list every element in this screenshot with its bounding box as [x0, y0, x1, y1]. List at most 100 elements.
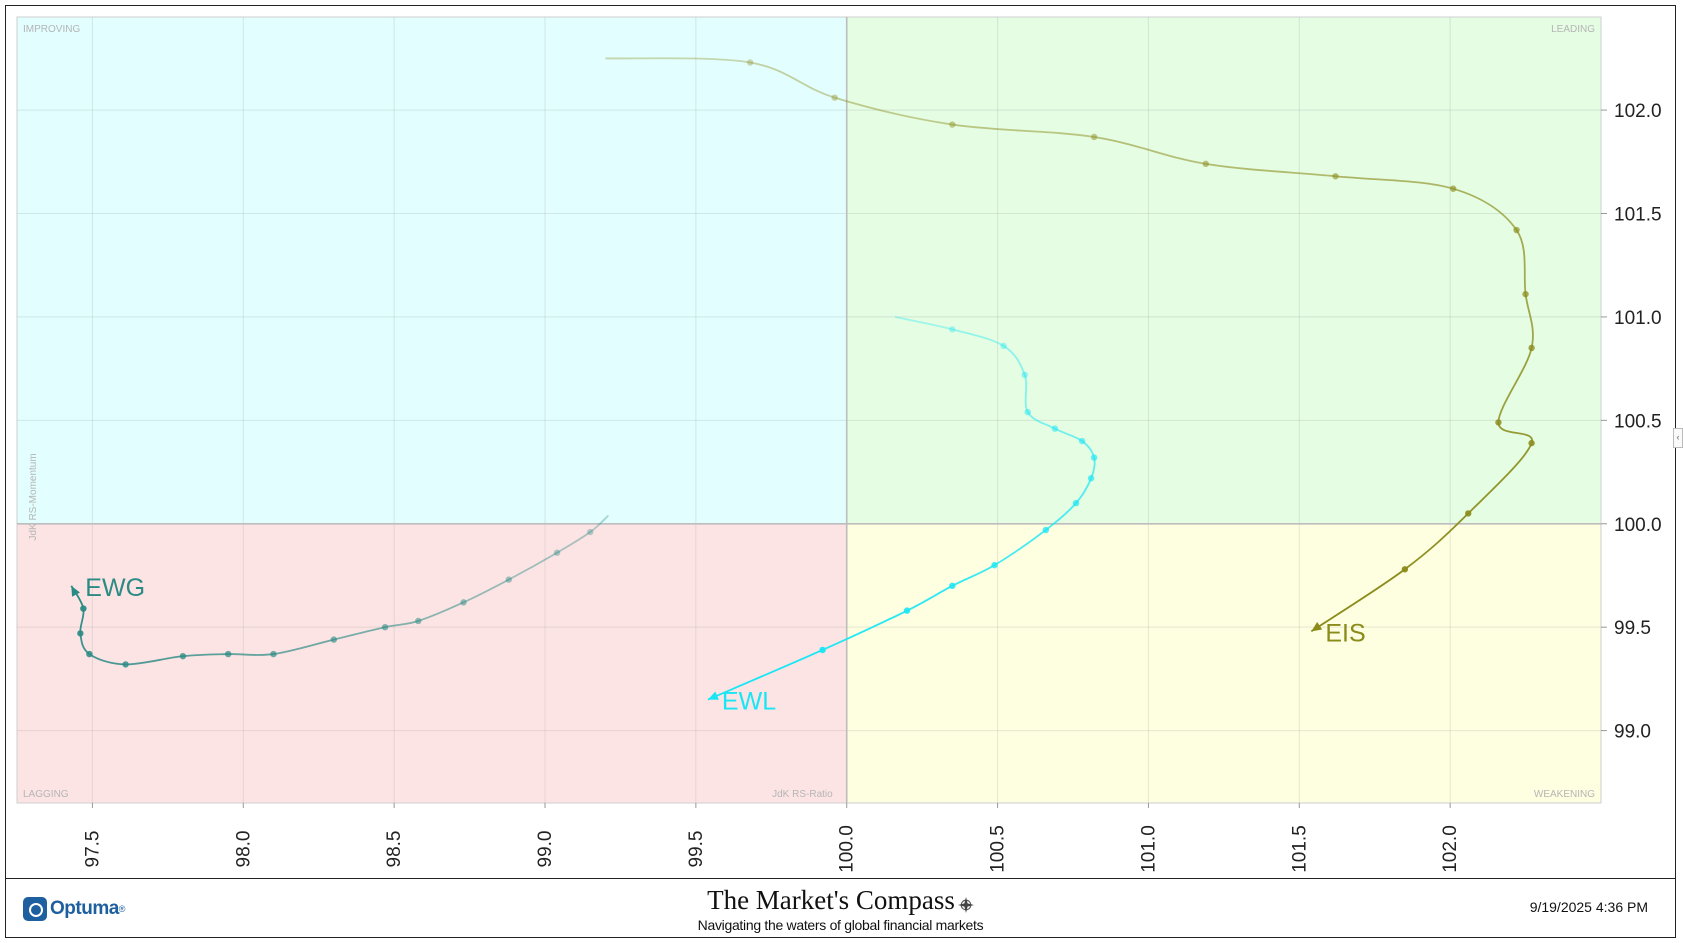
series-point [1090, 133, 1098, 141]
y-tick-label: 100.0 [1614, 515, 1662, 536]
x-tick-label: 99.0 [535, 831, 556, 868]
series-point [1078, 437, 1086, 445]
series-point [1072, 499, 1080, 507]
series-point [415, 617, 422, 625]
series-point [587, 528, 594, 536]
series-line-segment [1404, 512, 1469, 570]
series-line-segment [182, 653, 229, 658]
y-tick-label: 99.5 [1614, 618, 1651, 639]
quadrant-improving [17, 17, 847, 524]
series-point [1051, 425, 1059, 432]
series-line-segment [605, 57, 751, 64]
x-tick-label: 99.5 [686, 831, 707, 868]
series-point [1528, 344, 1535, 352]
series-line-segment [894, 316, 953, 331]
series-head-arrow [71, 585, 80, 597]
quadrant-label-improving: IMPROVING [23, 24, 80, 35]
series-line-segment [1524, 294, 1534, 349]
brand-name: Optuma [50, 898, 119, 919]
series-line-segment [508, 551, 558, 581]
series-line-segment [906, 585, 953, 612]
quadrant-leading [846, 17, 1601, 524]
quadrant-lagging [17, 523, 847, 803]
series-ewl: EWL [707, 316, 1098, 716]
series-line-segment [463, 578, 510, 604]
series-point [77, 630, 84, 637]
series-line-segment [1497, 347, 1533, 423]
series-point [460, 599, 467, 606]
series-line-segment [125, 655, 184, 666]
x-tick-label: 98.0 [233, 831, 254, 868]
x-axis-label: JdK RS-Ratio [772, 789, 833, 800]
series-point [1042, 526, 1050, 534]
series-eis: EIS [605, 57, 1535, 647]
x-tick-label: 100.5 [988, 825, 1009, 873]
compass-icon [957, 896, 974, 913]
publication-subtitle: Navigating the waters of global financia… [697, 917, 984, 933]
series-point [1522, 290, 1529, 298]
series-point [270, 650, 277, 658]
series-label: EIS [1325, 619, 1365, 647]
series-point [1449, 185, 1457, 192]
series-line-segment [228, 653, 274, 656]
y-tick-label: 99.0 [1614, 722, 1651, 743]
series-point [746, 59, 754, 66]
series-point [1090, 454, 1098, 461]
series-line-segment [273, 638, 335, 655]
x-tick-label: 97.5 [82, 831, 103, 868]
series-point [381, 623, 389, 631]
x-tick-label: 101.0 [1138, 825, 1159, 873]
series-point [1202, 160, 1209, 168]
series-point [86, 650, 93, 658]
series-line-segment [1467, 442, 1533, 515]
series-line-segment [822, 609, 908, 651]
x-tick-label: 98.5 [384, 831, 405, 868]
y-tick-label: 102.0 [1614, 101, 1662, 122]
optuma-logo: Optuma ® [23, 897, 125, 921]
series-point [505, 576, 512, 583]
series-line-segment [418, 601, 464, 622]
series-point [949, 326, 956, 333]
series-point [1513, 226, 1520, 234]
series-point [831, 94, 838, 101]
series-line-segment [750, 61, 835, 99]
series-head-arrow [1311, 622, 1323, 632]
series-line-segment [994, 529, 1047, 566]
series-line-segment [952, 123, 1095, 138]
series-point [179, 652, 187, 660]
timestamp: 9/19/2025 4:36 PM [1529, 899, 1648, 915]
series-label: EWG [85, 574, 145, 602]
footer-bar: Optuma ® The Market's Compass Navigating … [5, 878, 1676, 938]
series-head-arrow [707, 691, 719, 700]
series-point [225, 650, 232, 658]
series-ewg: EWG [70, 514, 609, 668]
panel-collapse-handle[interactable]: ‹ [1673, 428, 1683, 448]
series-point [949, 582, 956, 590]
y-tick-label: 101.0 [1614, 308, 1662, 329]
series-point [122, 661, 129, 668]
series-point [1401, 566, 1409, 573]
series-point [903, 607, 911, 614]
series-point [1021, 371, 1028, 379]
series-label: EWL [722, 688, 776, 716]
series-line-segment [1452, 187, 1518, 231]
quadrant-weakening [846, 523, 1601, 803]
y-axis-label: JdK RS-Momentum [28, 453, 39, 540]
series-line-segment [384, 620, 419, 629]
quadrant-label-lagging: LAGGING [23, 789, 69, 800]
quadrant-label-weakening: WEAKENING [1534, 789, 1595, 800]
publication-title: The Market's Compass [707, 885, 955, 915]
series-line-segment [1023, 374, 1029, 413]
rrg-chart: IMPROVING LEADING LAGGING WEAKENING JdK RS-… [16, 16, 1662, 873]
plot-border [16, 16, 1602, 804]
series-point [991, 561, 998, 569]
series-point [1465, 510, 1472, 517]
series-point [553, 549, 561, 556]
series-point [1495, 419, 1502, 426]
series-line-segment [556, 531, 591, 554]
series-line-segment [333, 626, 386, 641]
series-point [1024, 408, 1031, 416]
x-tick-label: 102.0 [1440, 825, 1461, 873]
series-point [1528, 439, 1535, 447]
series-point [330, 636, 337, 643]
